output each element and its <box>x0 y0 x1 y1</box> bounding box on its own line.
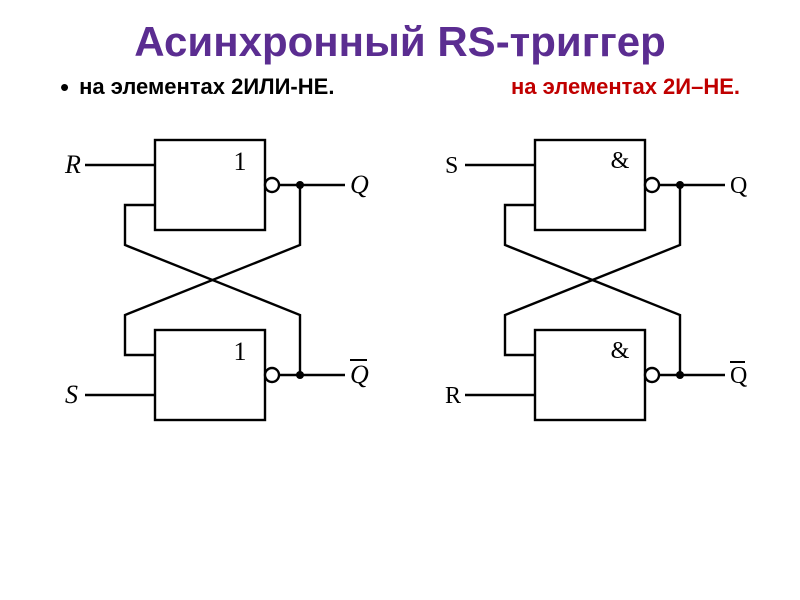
nor-latch-diagram: 1 1 R S Q Q <box>45 120 375 450</box>
label-s: S <box>65 380 78 409</box>
slide: Асинхронный RS-триггер • на элементах 2И… <box>0 18 800 600</box>
nor-gate-bottom <box>155 330 265 420</box>
label-qbar: Q <box>350 360 369 389</box>
subtitles-row: • на элементах 2ИЛИ-НЕ. на элементах 2И–… <box>0 74 800 100</box>
inversion-bubble-bottom <box>265 368 279 382</box>
inversion-bubble-bottom <box>645 368 659 382</box>
inversion-bubble-top <box>265 178 279 192</box>
label-r: R <box>64 150 81 179</box>
nand-symbol-top: & <box>611 148 630 174</box>
diagrams-row: 1 1 R S Q Q <box>0 120 800 450</box>
page-title: Асинхронный RS-триггер <box>40 18 760 66</box>
inversion-bubble-top <box>645 178 659 192</box>
label-q: Q <box>350 170 369 199</box>
nand-latch-diagram: & & S R Q Q <box>425 120 755 450</box>
label-r: R <box>445 383 461 409</box>
nor-symbol-top: 1 <box>234 147 247 176</box>
bullet-icon: • <box>60 74 69 100</box>
nor-symbol-bottom: 1 <box>234 337 247 366</box>
label-qbar: Q <box>730 363 747 389</box>
left-subtitle-block: • на элементах 2ИЛИ-НЕ. <box>60 74 334 100</box>
left-subtitle: на элементах 2ИЛИ-НЕ. <box>79 74 334 100</box>
label-s: S <box>445 153 458 179</box>
right-subtitle: на элементах 2И–НЕ. <box>511 74 740 100</box>
nor-gate-top <box>155 140 265 230</box>
label-q: Q <box>730 173 747 199</box>
nand-symbol-bottom: & <box>611 338 630 364</box>
